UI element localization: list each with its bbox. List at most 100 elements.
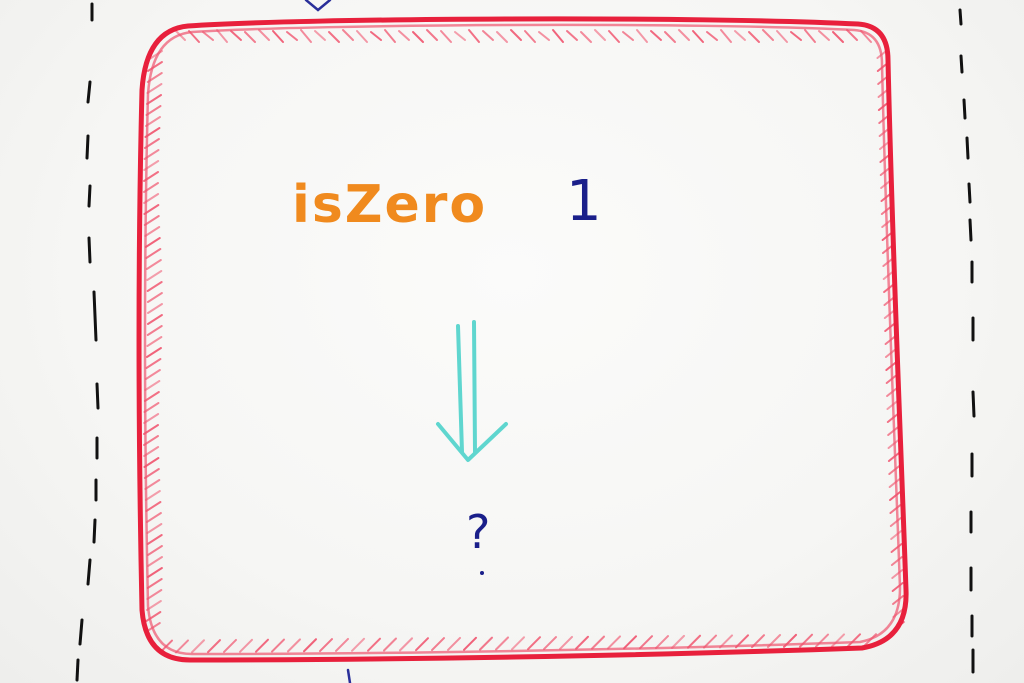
hatch-mark [664, 31, 676, 43]
hatch-mark [383, 637, 397, 652]
hatch-mark [144, 226, 161, 237]
hatch-mark [146, 83, 163, 94]
hatch-mark [426, 29, 438, 41]
hatch-mark [622, 31, 634, 41]
hatch-mark [300, 29, 312, 43]
hatch-mark [216, 29, 228, 43]
hatch-mark [145, 501, 162, 512]
function-name-label: isZero [292, 175, 487, 235]
hatch-mark [790, 31, 802, 41]
hatch-mark [889, 491, 902, 501]
hatch-mark [831, 633, 845, 648]
hatch-mark [431, 637, 445, 652]
hatch-mark [510, 29, 522, 41]
hatch-mark [145, 512, 162, 523]
argument-label: 1 [566, 169, 602, 234]
hatch-mark [146, 589, 163, 600]
hatch-mark [143, 391, 160, 402]
hatch-mark [146, 556, 163, 567]
hatch-mark [370, 31, 382, 41]
hatch-mark [608, 30, 620, 43]
hatch-mark [412, 31, 424, 43]
hatch-mark [146, 534, 163, 545]
hatch-mark [482, 30, 494, 41]
hatch-mark [552, 29, 564, 43]
hatch-mark [146, 567, 163, 578]
hatch-mark [202, 31, 214, 41]
hatch-mark [145, 358, 162, 369]
hatch-mark [575, 635, 589, 650]
hatch-mark [144, 237, 161, 248]
hatch-mark [314, 30, 326, 41]
hatch-mark [889, 517, 902, 527]
hatch-mark [580, 31, 592, 43]
hatch-mark [776, 30, 788, 43]
hatch-mark [639, 635, 653, 650]
hatch-mark [146, 325, 163, 336]
hatch-mark [479, 636, 493, 651]
hatch-mark [623, 635, 637, 650]
hatch-mark [351, 637, 365, 652]
hatch-mark [720, 29, 732, 43]
hatch-mark [303, 638, 317, 653]
hatch-mark [671, 634, 685, 649]
hatch-mark [145, 611, 162, 622]
hatch-mark [706, 31, 718, 41]
hatch-mark [591, 635, 605, 650]
hatch-mark [146, 523, 163, 534]
hatch-mark [271, 638, 285, 653]
hatch-mark [832, 31, 844, 43]
hatch-mark [143, 402, 160, 413]
hatch-mark [146, 61, 163, 72]
hatch-mark [415, 637, 429, 652]
top-connector-arrow [304, 0, 332, 12]
hatch-mark [146, 281, 163, 292]
hatch-mark [847, 633, 861, 648]
hatch-mark [889, 504, 902, 514]
hatch-mark [144, 490, 161, 501]
hatch-mark [272, 30, 284, 43]
hatch-mark [191, 639, 205, 654]
hatch-mark [146, 303, 163, 314]
hatch-mark [342, 29, 354, 41]
hatch-mark [145, 347, 162, 358]
hatch-mark [398, 30, 410, 41]
hatch-mark [145, 105, 162, 116]
hatch-mark [846, 29, 858, 41]
left-dashed-line [75, 2, 100, 682]
hatch-mark [678, 29, 690, 41]
hatch-mark [146, 292, 163, 303]
hatch-mark [543, 636, 557, 651]
hatch-mark [143, 215, 160, 226]
box-hatching [143, 29, 905, 654]
hatch-mark [367, 637, 381, 652]
hatch-mark [223, 638, 237, 653]
hatch-mark [145, 259, 162, 270]
hatch-mark [655, 635, 669, 650]
hatch-mark [146, 336, 163, 347]
hatch-mark [804, 29, 816, 43]
hatch-mark [650, 30, 662, 41]
hatch-mark [144, 380, 161, 391]
hatch-mark [566, 30, 578, 41]
hatch-mark [511, 636, 525, 651]
hatch-mark [447, 636, 461, 651]
right-dashed-line [958, 8, 976, 674]
hatch-mark [468, 29, 480, 43]
hatch-mark [145, 248, 162, 259]
hatch-mark [258, 29, 270, 41]
hatch-mark [687, 634, 701, 649]
hatch-mark [286, 31, 298, 41]
hatch-mark [146, 545, 163, 556]
hatch-mark [495, 636, 509, 651]
hatch-mark [524, 30, 536, 43]
hatch-mark [239, 638, 253, 653]
result-dot [480, 571, 484, 575]
hatch-mark [890, 530, 903, 540]
hatch-mark [328, 31, 340, 43]
hatch-mark [890, 556, 903, 566]
hatch-mark [244, 31, 256, 43]
hatch-mark [146, 270, 163, 281]
